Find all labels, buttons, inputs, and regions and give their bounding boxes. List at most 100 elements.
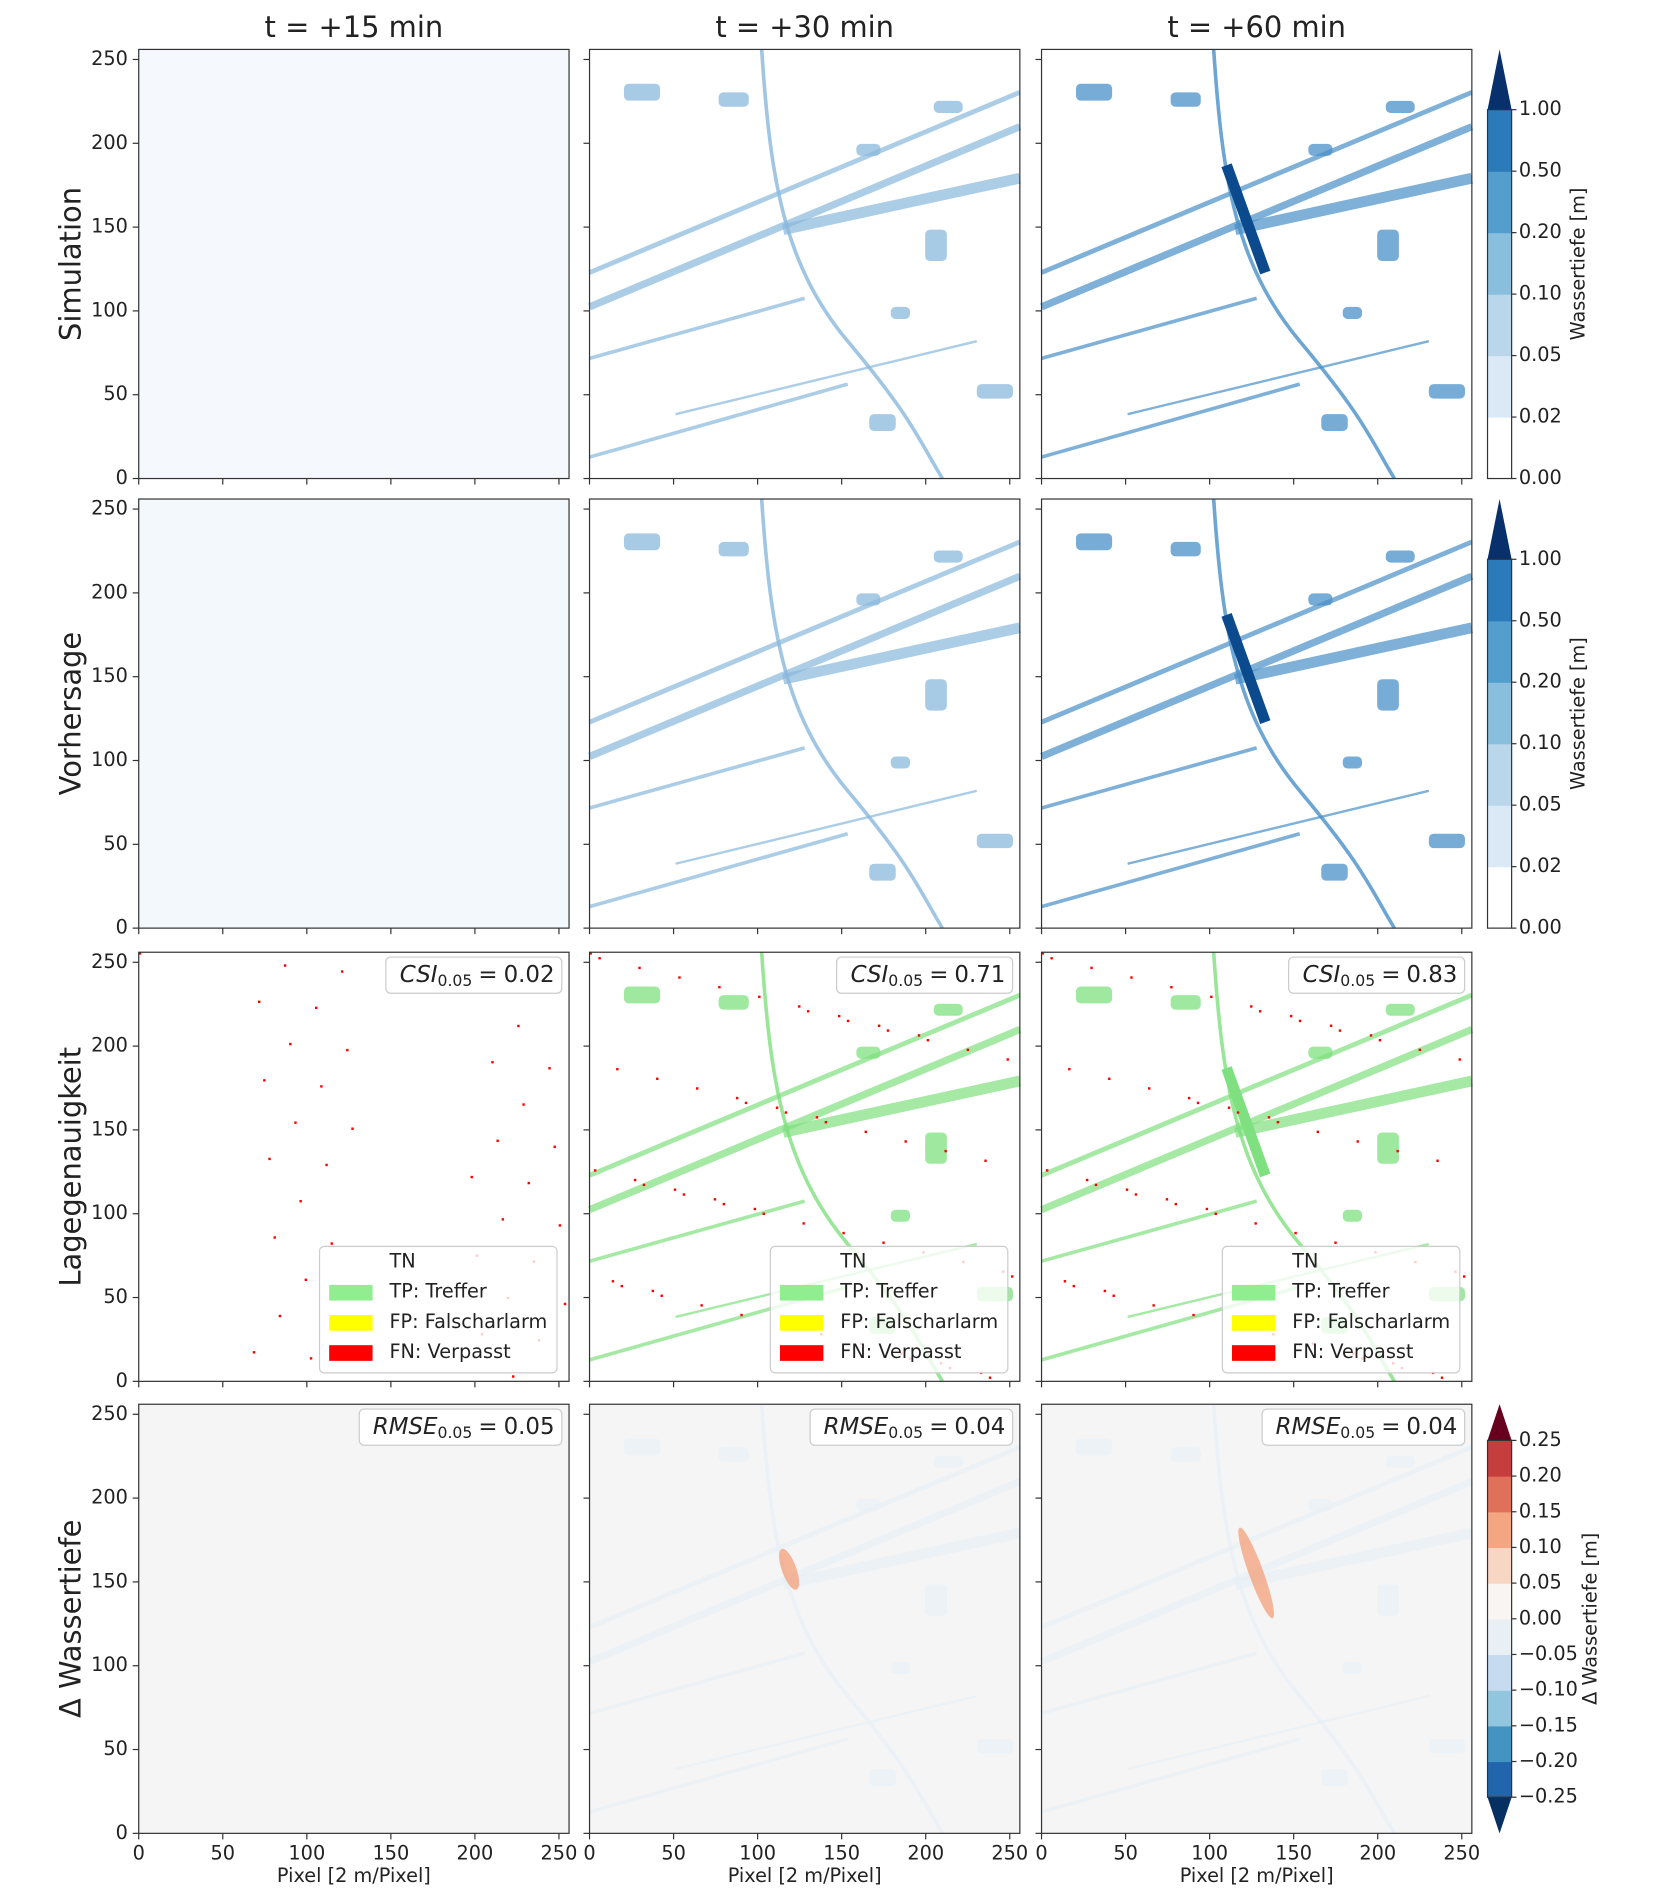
x-tick-label: 100 [288, 1841, 325, 1864]
pattern-blob [1308, 1499, 1332, 1511]
pattern-blob [1377, 1132, 1399, 1163]
pattern-dot [1126, 1188, 1128, 1190]
pattern-blob [1171, 995, 1201, 1009]
panel-background [1042, 1404, 1472, 1833]
colorbar-tick-label: 0.20 [1519, 220, 1562, 243]
colorbar-tick-label: 0.00 [1519, 916, 1562, 939]
pattern-dot [559, 1224, 561, 1226]
colorbar-band [1488, 233, 1512, 295]
pattern-dot [1104, 1290, 1106, 1292]
colorbar-band [1488, 1440, 1512, 1476]
pattern-blob [1343, 1210, 1362, 1222]
pattern-blob [1343, 756, 1362, 768]
pattern-blob [891, 307, 910, 319]
y-tick-label: 200 [91, 131, 128, 154]
panel: 050100150200250 [91, 497, 569, 939]
pattern-blob [856, 1047, 880, 1059]
legend-label: FN: Verpasst [1292, 1340, 1414, 1363]
legend-swatch [1232, 1255, 1275, 1271]
colorbar-tick-label: 0.10 [1519, 282, 1562, 305]
pattern-blob [624, 84, 660, 101]
annotation-subscript: 0.05 [437, 1423, 472, 1442]
annotation-metric: CSI [400, 962, 438, 988]
x-axis-label: Pixel [2 m/Pixel] [1180, 1864, 1334, 1887]
pattern-blob [925, 679, 947, 710]
pattern-dot [1135, 1193, 1137, 1195]
pattern-blob [1386, 1456, 1415, 1468]
legend-swatch [329, 1285, 372, 1301]
pattern-dot [785, 1111, 787, 1113]
pattern-dot [289, 1043, 291, 1045]
colorbar-label: Wassertiefe [m] [1567, 188, 1590, 341]
pattern-dot [674, 1188, 676, 1190]
pattern-blob [1321, 1769, 1348, 1786]
row-label: Simulation [53, 187, 87, 341]
colorbar-tick-label: 0.50 [1519, 608, 1562, 631]
pattern-dot [638, 967, 640, 969]
colorbar-band [1488, 294, 1512, 356]
pattern-dot [315, 1007, 317, 1009]
x-tick-label: 150 [823, 1841, 860, 1864]
colorbar-label: Wassertiefe [m] [1567, 637, 1590, 790]
x-tick-label: 0 [133, 1841, 145, 1864]
pattern-dot [944, 1150, 946, 1152]
y-tick-label: 50 [103, 832, 128, 855]
legend-label: FN: Verpasst [840, 1340, 962, 1363]
pattern-dot [1152, 1304, 1154, 1306]
annotation-subscript: 0.05 [437, 971, 472, 990]
pattern-dot [678, 976, 680, 978]
pattern-blob [719, 92, 749, 106]
colorbar-tick-label: 0.15 [1519, 1499, 1562, 1522]
pattern-dot [305, 1279, 307, 1281]
x-tick-label: 250 [991, 1841, 1028, 1864]
pattern-dot [522, 1103, 524, 1105]
colorbar-band [1488, 110, 1512, 172]
annotation-value: 0.71 [954, 962, 1005, 988]
pattern-dot [714, 1198, 716, 1200]
pattern-dot [496, 1140, 498, 1142]
colorbar-band [1488, 621, 1512, 683]
colorbar-tick-label: 0.10 [1519, 1535, 1562, 1558]
pattern-dot [723, 1203, 725, 1205]
pattern-dot [594, 1169, 596, 1171]
panel-background [590, 1404, 1020, 1833]
pattern-dot [553, 1146, 555, 1148]
pattern-blob [1343, 1662, 1362, 1674]
pattern-dot [331, 1242, 333, 1244]
colorbar-band [1488, 1619, 1512, 1655]
pattern-blob [1076, 987, 1112, 1004]
pattern-blob [1076, 84, 1112, 101]
colorbar-band [1488, 1690, 1512, 1726]
pattern-dot [634, 1179, 636, 1181]
x-tick-label: 200 [457, 1841, 494, 1864]
pattern-blob [934, 551, 963, 563]
column-title: t = +60 min [1167, 10, 1346, 44]
pattern-dot [310, 1357, 312, 1359]
legend-swatch [329, 1345, 372, 1361]
pattern-blob [1321, 414, 1348, 431]
pattern-dot [1090, 967, 1092, 969]
colorbar-band [1488, 171, 1512, 233]
pattern-blob [624, 533, 660, 550]
pattern-blob [624, 1439, 660, 1456]
annotation-metric: RMSE [373, 1414, 438, 1440]
panel-background [590, 49, 1020, 478]
pattern-dot [825, 1121, 827, 1123]
panel: 050100150200250Pixel [2 m/Pixel]RMSE0.05… [583, 1404, 1028, 1887]
pattern-dot [887, 1029, 889, 1031]
legend-label: TP: Treffer [1291, 1280, 1389, 1303]
pattern-dot [1007, 1058, 1009, 1060]
pattern-dot [1086, 1179, 1088, 1181]
x-tick-label: 50 [1113, 1841, 1138, 1864]
legend-label: TP: Treffer [388, 1280, 486, 1303]
x-tick-label: 0 [583, 1841, 595, 1864]
pattern-blob [1343, 307, 1362, 319]
pattern-dot [842, 1232, 844, 1234]
pattern-dot [1419, 1049, 1421, 1051]
legend-swatch [780, 1315, 823, 1331]
x-tick-label: 100 [1191, 1841, 1228, 1864]
pattern-blob [1429, 834, 1465, 848]
colorbar: −0.25−0.20−0.15−0.10−0.050.000.050.100.1… [1488, 1404, 1602, 1833]
pattern-dot [491, 1061, 493, 1063]
y-tick-label: 250 [91, 1402, 128, 1425]
